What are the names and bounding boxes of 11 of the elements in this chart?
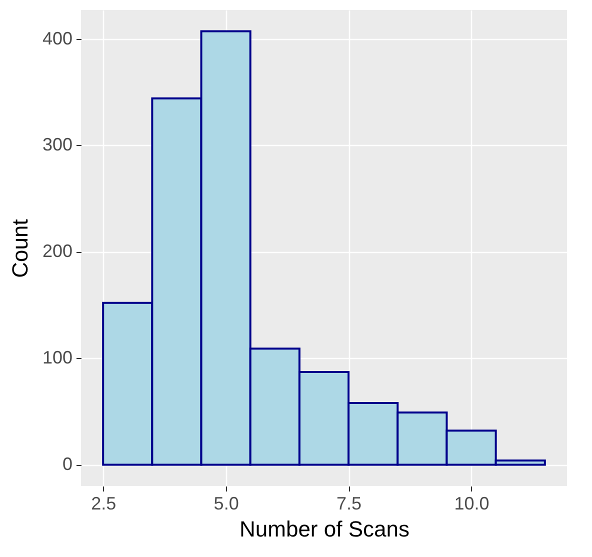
y-tick-label: 0 bbox=[62, 454, 72, 474]
x-tick-label: 5.0 bbox=[214, 494, 239, 514]
x-tick-label: 7.5 bbox=[336, 494, 362, 514]
x-tick-label: 2.5 bbox=[91, 494, 116, 514]
y-tick-label: 300 bbox=[42, 134, 72, 155]
x-axis-title: Number of Scans bbox=[240, 516, 410, 542]
y-axis-title: Count bbox=[7, 219, 32, 278]
x-tick-label: 10.0 bbox=[454, 494, 490, 514]
y-tick-label: 100 bbox=[42, 348, 72, 368]
y-tick-label: 400 bbox=[42, 28, 72, 48]
y-tick-label: 200 bbox=[42, 241, 72, 262]
